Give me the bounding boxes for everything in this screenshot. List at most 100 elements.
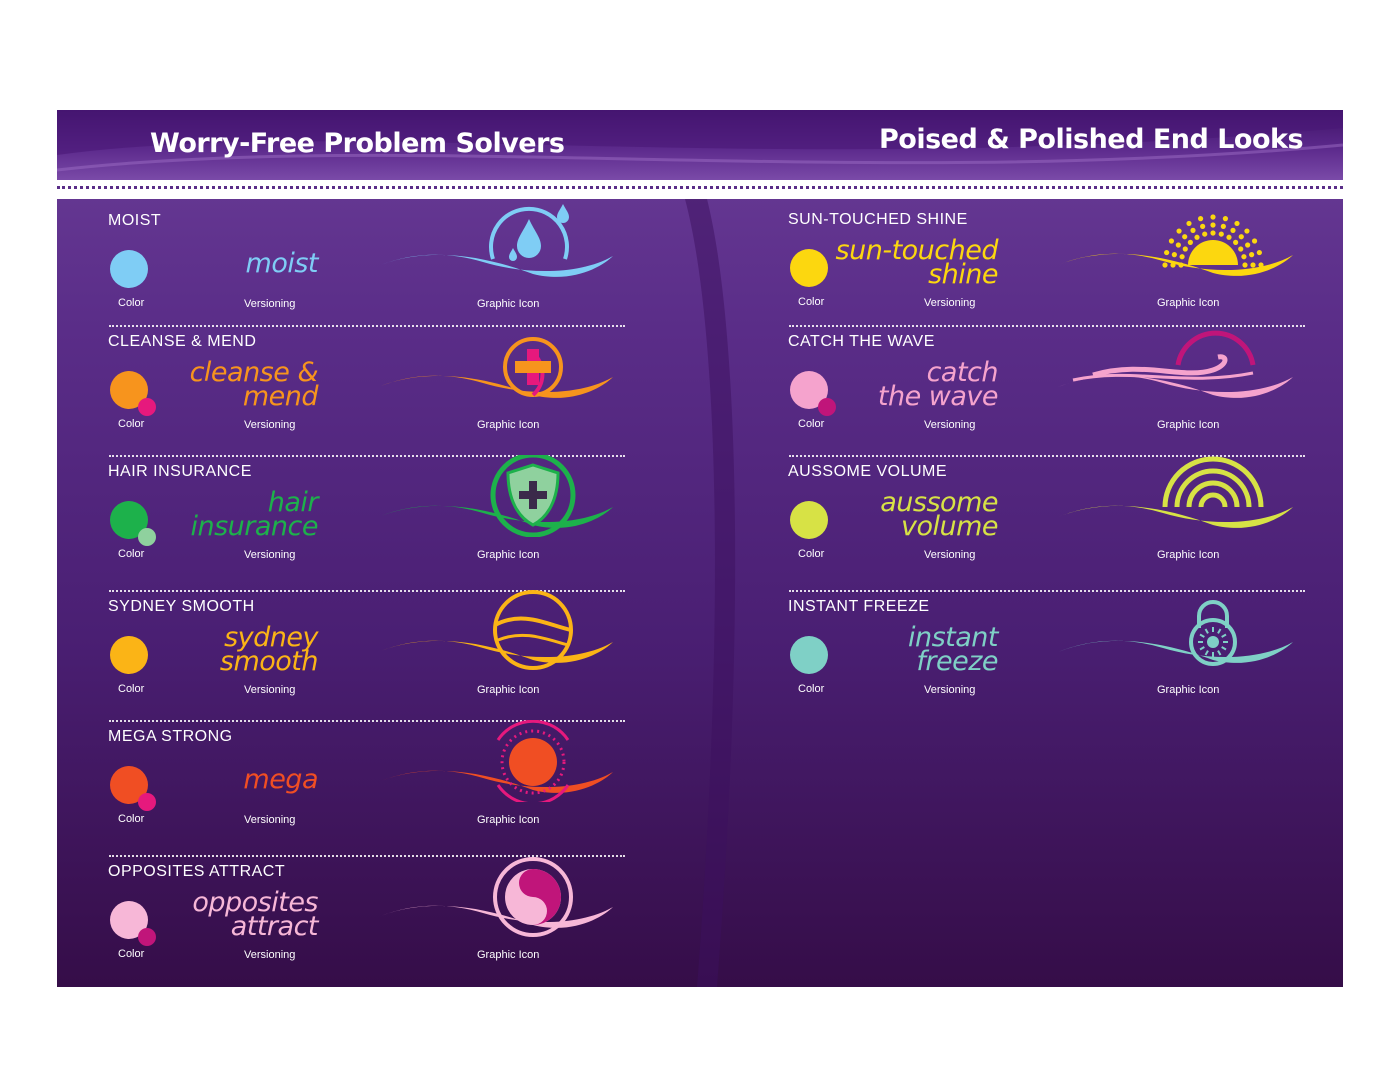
graphic-icon-caption: Graphic Icon — [1157, 297, 1220, 309]
section-aussome-volume: AUSSOME VOLUME Color aussome volume Versioni… — [788, 456, 1308, 583]
right-title: Poised & Polished End Looks — [879, 124, 1304, 155]
color-caption: Color — [118, 297, 145, 309]
section-separator — [109, 720, 625, 722]
section-separator — [789, 325, 1305, 327]
versioning-wordmark: instant freeze — [907, 622, 999, 677]
versioning-caption: Versioning — [924, 684, 976, 696]
section-separator — [789, 455, 1305, 457]
wordmark-line-2: insurance — [190, 511, 318, 542]
left-title: Worry-Free Problem Solvers — [150, 128, 565, 159]
section-separator — [109, 325, 625, 327]
volume-waves-icon — [1058, 456, 1293, 528]
wordmark-line-1: hair — [267, 487, 319, 518]
dotted-divider-bar — [57, 180, 1343, 199]
section-label: MEGA STRONG — [108, 728, 233, 745]
color-caption: Color — [118, 418, 145, 430]
section-mega-strong: MEGA STRONG Color mega Versioning Graphic Ic… — [108, 720, 628, 848]
graphic-icon-caption: Graphic Icon — [477, 814, 540, 826]
color-caption: Color — [798, 418, 825, 430]
color-caption: Color — [798, 296, 825, 308]
graphic-icon-caption: Graphic Icon — [477, 684, 540, 696]
sunrise-icon — [1058, 214, 1293, 276]
accent-swatch — [138, 928, 156, 946]
shield-icon — [378, 455, 613, 537]
section-separator — [109, 590, 625, 592]
padlock-icon — [1058, 600, 1293, 666]
versioning-wordmark: hair insurance — [190, 487, 319, 542]
section-label: CATCH THE WAVE — [788, 333, 935, 350]
color-caption: Color — [118, 948, 145, 960]
wordmark-line-2: freeze — [916, 646, 998, 677]
versioning-wordmark: mega — [243, 764, 318, 795]
versioning-wordmark: sydney smooth — [219, 624, 319, 677]
accent-swatch — [138, 398, 156, 416]
wordmark-line-1: instant — [907, 622, 999, 653]
graphic-icon-caption: Graphic Icon — [1157, 419, 1220, 431]
versioning-caption: Versioning — [924, 549, 976, 561]
wordmark-line-2: the wave — [877, 381, 999, 412]
color-swatch — [110, 250, 148, 288]
wordmark-line-1: moist — [245, 248, 319, 279]
section-label: SYDNEY SMOOTH — [108, 598, 255, 615]
versioning-caption: Versioning — [244, 298, 296, 310]
section-hair-insurance: HAIR INSURANCE Color hair insurance Versioni… — [108, 455, 628, 583]
column-swoosh — [685, 199, 736, 987]
versioning-wordmark: catch the wave — [877, 359, 999, 412]
versioning-caption: Versioning — [244, 419, 296, 431]
wordmark-line-1: cleanse & — [189, 357, 319, 388]
versioning-caption: Versioning — [244, 814, 296, 826]
versioning-wordmark: moist — [245, 248, 319, 279]
cross-circle-icon — [378, 337, 613, 398]
wordmark-line-1: aussome — [880, 487, 998, 518]
wave-icon — [1058, 330, 1293, 398]
section-catch-the-wave: CATCH THE WAVE Color catch the wave Versioni… — [788, 330, 1308, 453]
color-swatch — [790, 501, 828, 539]
graphic-icon-caption: Graphic Icon — [477, 419, 540, 431]
versioning-caption: Versioning — [924, 419, 976, 431]
section-label: AUSSOME VOLUME — [788, 463, 948, 480]
header-swoosh — [57, 110, 1343, 172]
versioning-caption: Versioning — [244, 949, 296, 961]
accent-swatch — [138, 528, 156, 546]
section-moist: MOIST Color moist Versioning Graphic Icon — [108, 204, 628, 332]
graphic-icon-caption: Graphic Icon — [1157, 549, 1220, 561]
wordmark-line-2: attract — [230, 911, 319, 942]
yin-yang-icon — [378, 857, 613, 937]
versioning-wordmark: sun-touched shine — [836, 237, 999, 288]
graphic-icon-caption: Graphic Icon — [477, 298, 540, 310]
color-caption: Color — [118, 813, 145, 825]
color-caption: Color — [798, 683, 825, 695]
wordmark-line-2: volume — [900, 511, 999, 542]
versioning-caption: Versioning — [244, 684, 296, 696]
versioning-wordmark: aussome volume — [880, 487, 999, 542]
section-instant-freeze: INSTANT FREEZE Color instant freeze Versioni… — [788, 598, 1308, 718]
swirl-circle-icon — [378, 590, 613, 670]
section-label: HAIR INSURANCE — [108, 463, 252, 480]
color-caption: Color — [118, 548, 145, 560]
section-opposites-attract: OPPOSITES ATTRACT Color opposites attract Ve… — [108, 857, 628, 983]
color-swatch — [110, 636, 148, 674]
versioning-caption: Versioning — [244, 549, 296, 561]
graphic-icon-caption: Graphic Icon — [477, 949, 540, 961]
wordmark-line-1: mega — [243, 764, 318, 795]
section-label: SUN-TOUCHED SHINE — [788, 211, 968, 228]
color-swatch — [790, 636, 828, 674]
color-caption: Color — [798, 548, 825, 560]
section-sun-touched-shine: SUN-TOUCHED SHINE Color sun-touched shine Ve… — [788, 211, 1308, 331]
wordmark-line-2: smooth — [219, 646, 319, 677]
section-label: MOIST — [108, 212, 162, 229]
section-separator — [109, 455, 625, 457]
accent-swatch — [138, 793, 156, 811]
section-separator — [789, 590, 1305, 592]
section-sydney-smooth: SYDNEY SMOOTH Color sydney smooth Versioning… — [108, 590, 628, 718]
section-separator — [109, 855, 625, 857]
sun-target-icon — [378, 720, 613, 802]
accent-swatch — [818, 398, 836, 416]
header-banner: Worry-Free Problem Solvers Poised & Poli… — [57, 110, 1343, 180]
section-label: OPPOSITES ATTRACT — [108, 863, 286, 880]
color-caption: Color — [118, 683, 145, 695]
section-label: INSTANT FREEZE — [788, 598, 930, 615]
graphic-icon-caption: Graphic Icon — [477, 549, 540, 561]
versioning-wordmark: cleanse & mend — [189, 357, 319, 410]
versioning-wordmark: opposites attract — [192, 889, 319, 942]
